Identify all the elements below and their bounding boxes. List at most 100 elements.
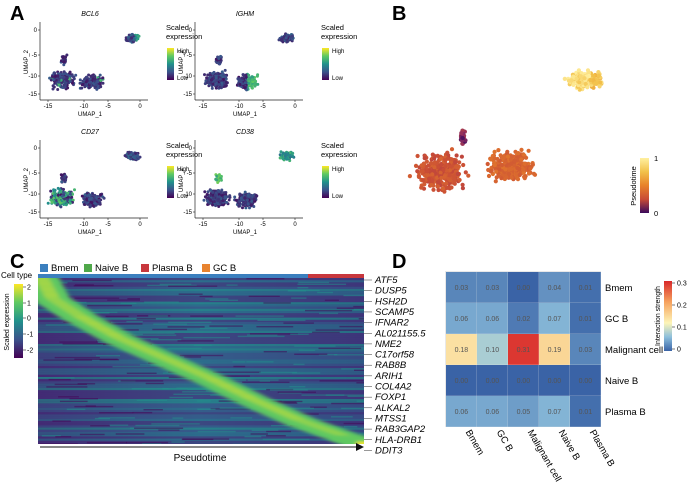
interaction-value: 0.31 xyxy=(517,347,531,354)
heatmap-noise xyxy=(277,391,316,393)
umap-cell-point xyxy=(248,206,251,210)
pseudotime-cell-point xyxy=(509,175,514,180)
pseudotime-cell-point xyxy=(428,161,434,166)
umap-cell-point xyxy=(65,76,69,80)
heatmap-noise xyxy=(179,354,224,357)
umap-cell-point xyxy=(137,34,141,38)
interaction-colorbar xyxy=(664,281,672,351)
umap-cell-point xyxy=(95,83,98,87)
umap-cell-point xyxy=(244,73,248,77)
umap-cell-point xyxy=(210,86,214,90)
umap-cell-point xyxy=(206,190,210,194)
heatmap-noise xyxy=(126,372,157,374)
heatmap-row-stripe xyxy=(38,405,364,408)
umap-cell-point xyxy=(49,198,53,202)
heatmap-noise xyxy=(356,400,364,402)
heatmap-stripes xyxy=(38,278,364,444)
interaction-cell xyxy=(570,365,601,396)
pseudotime-colorbar xyxy=(640,158,649,213)
heatmap-noise xyxy=(176,387,222,389)
heatmap-noise xyxy=(178,293,203,295)
heatmap-noise xyxy=(259,371,297,374)
interaction-value: 0.01 xyxy=(579,285,593,292)
celltype-bar-bmem xyxy=(38,274,308,278)
interaction-cell xyxy=(570,272,601,303)
interaction-cell xyxy=(539,396,570,427)
gene-label: HSH2D xyxy=(375,296,407,307)
heatmap-row-stripe xyxy=(38,291,364,294)
heatmap-row-stripe xyxy=(38,280,364,283)
pseudotime-cell-point xyxy=(459,131,464,136)
heatmap-noise xyxy=(136,318,156,320)
heatmap-noise xyxy=(104,323,143,325)
pseudotime-cell-point xyxy=(591,85,596,90)
pseudotime-cell-point xyxy=(427,176,432,181)
heatmap-noise xyxy=(324,299,339,301)
heatmap-row-stripe xyxy=(38,399,364,402)
umap-cell-point xyxy=(237,204,241,208)
heatmap-noise xyxy=(73,285,114,287)
umap-cell-point xyxy=(87,86,91,90)
heatmap-row-stripe xyxy=(38,341,364,344)
heatmap-noise xyxy=(182,391,231,393)
heatmap-noise xyxy=(293,363,305,366)
pseudotime-cell-point xyxy=(432,160,437,166)
pseudotime-cell-point xyxy=(531,171,537,176)
heatmap-noise xyxy=(66,408,86,411)
heatmap-noise xyxy=(152,328,187,331)
umap-ylabel: UMAP_2 xyxy=(24,167,30,192)
pseudotime-cell-point xyxy=(591,73,596,78)
heatmap-row-stripe xyxy=(38,337,364,340)
heatmap-noise xyxy=(115,433,145,435)
heatmap-noise xyxy=(246,278,285,280)
pseudotime-cell-point xyxy=(432,156,437,161)
heatmap-noise xyxy=(232,361,246,363)
pseudotime-cell-point xyxy=(509,154,514,159)
umap-cell-point xyxy=(214,86,218,90)
umap-cell-point xyxy=(280,38,284,41)
umap-cell-point xyxy=(211,203,215,207)
heatmap-row-stripe xyxy=(38,440,364,443)
pseudotime-cell-point xyxy=(459,154,464,159)
gene-label: ALKAL2 xyxy=(374,403,411,414)
heatmap-row-stripe xyxy=(38,434,364,437)
umap-cell-point xyxy=(233,195,237,199)
pseudotime-cell-point xyxy=(521,167,526,172)
heatmap-noise xyxy=(271,402,298,404)
heatmap-row-stripe xyxy=(38,416,364,419)
heatmap-noise xyxy=(168,321,212,323)
umap-cell-point xyxy=(56,202,60,206)
pseudotime-cell-point xyxy=(431,187,436,192)
umap-cell-point xyxy=(208,75,212,79)
interaction-value: 0.06 xyxy=(455,409,469,416)
umap-xlabel: UMAP_1 xyxy=(78,112,103,118)
pseudotime-cell-point xyxy=(519,157,524,162)
umap-cell-point xyxy=(85,75,89,79)
umap-cell-point xyxy=(252,205,256,208)
pseudotime-cell-point xyxy=(585,85,590,90)
heatmap-noise xyxy=(69,398,98,400)
x-tick-label: -10 xyxy=(80,104,89,110)
heatmap-noise xyxy=(336,307,364,309)
x-tick-label: -15 xyxy=(199,222,208,228)
heatmap-noise xyxy=(257,319,306,321)
scale-tick-label: 0 xyxy=(27,316,31,323)
y-tick-label: 0 xyxy=(189,28,193,34)
pseudotime-cell-point xyxy=(420,169,425,174)
interaction-cell xyxy=(570,396,601,427)
pseudotime-cell-point xyxy=(460,186,465,191)
pseudotime-cell-point xyxy=(447,173,452,178)
umap-cell-point xyxy=(219,86,223,90)
pseudotime-cell-point xyxy=(455,164,460,170)
umap-cell-point xyxy=(63,72,67,76)
x-tick-label: 0 xyxy=(138,222,142,228)
y-tick-label: 0 xyxy=(34,146,38,152)
umap-ylabel: UMAP_2 xyxy=(179,49,185,74)
umap-cell-point xyxy=(97,199,101,202)
interaction-cell xyxy=(539,303,570,334)
heatmap-diagonal xyxy=(38,278,364,444)
heatmap-noise xyxy=(86,441,127,444)
pseudotime-arrow-icon xyxy=(356,443,364,451)
umap-cell-point xyxy=(239,196,243,200)
